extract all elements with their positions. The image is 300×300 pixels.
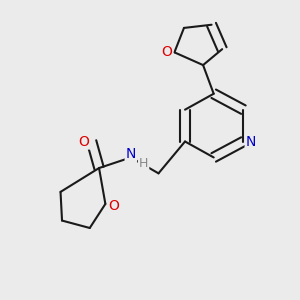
Text: N: N xyxy=(246,134,256,148)
Text: H: H xyxy=(139,157,148,170)
Text: O: O xyxy=(79,134,90,148)
Text: O: O xyxy=(161,45,172,59)
Text: O: O xyxy=(108,199,119,213)
Text: N: N xyxy=(126,147,136,161)
